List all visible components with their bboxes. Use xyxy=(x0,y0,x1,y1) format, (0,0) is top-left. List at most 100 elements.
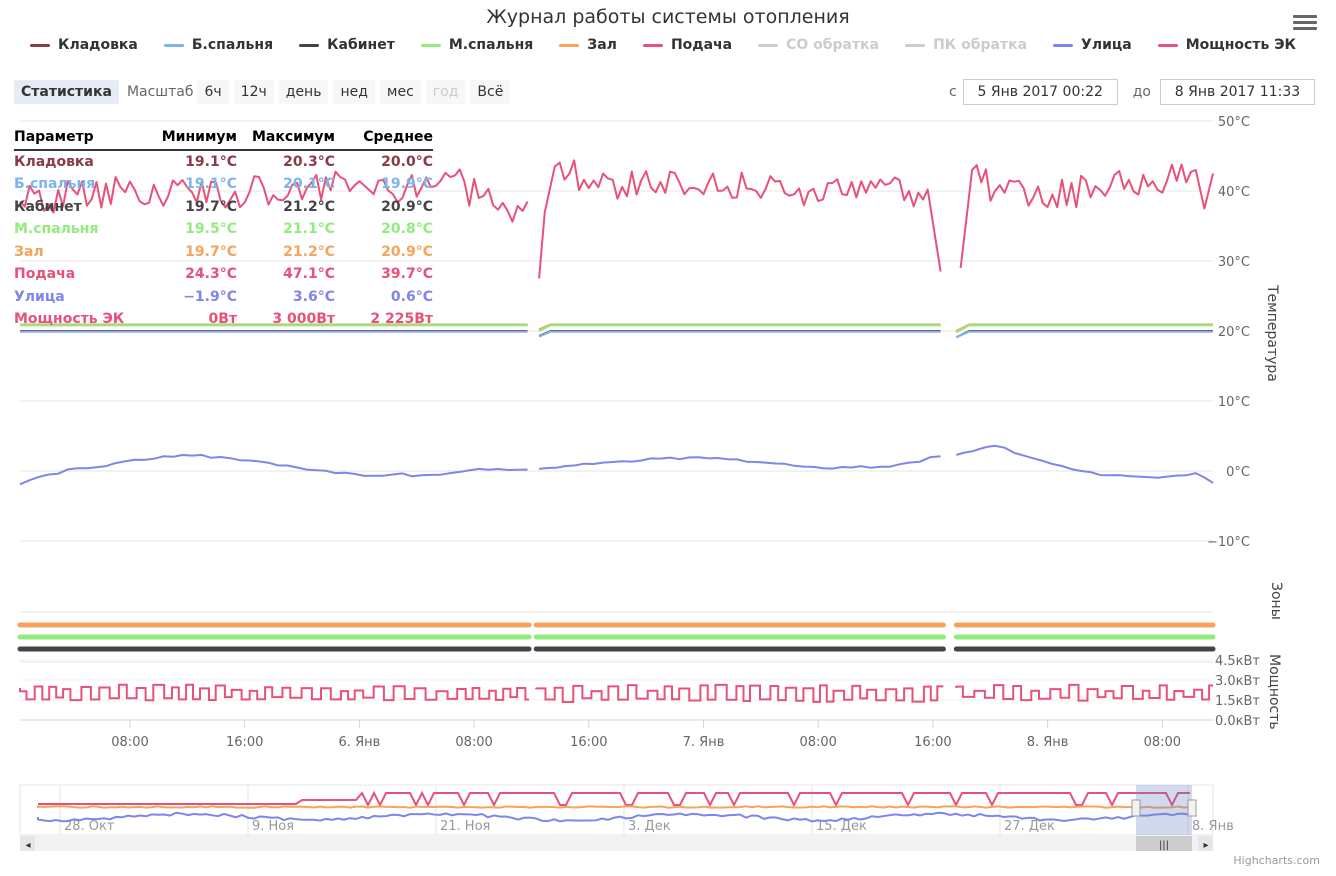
stats-cell-name: Мощность ЭК xyxy=(14,311,125,328)
legend-item-0[interactable]: Кладовка xyxy=(30,36,138,54)
from-date-input[interactable]: 5 Янв 2017 00:22 xyxy=(962,79,1118,105)
series-line-Б.спальня xyxy=(538,330,941,338)
legend-item-7[interactable]: ПК обратка xyxy=(905,36,1027,54)
stats-header-min: Минимум xyxy=(144,126,237,151)
legend-label: Мощность ЭК xyxy=(1185,37,1296,53)
chevron-right-icon: ▸ xyxy=(1203,840,1208,851)
scrollbar-track xyxy=(20,836,1213,851)
temp-tick-label: 30°C xyxy=(1218,255,1250,270)
series-line-Улица xyxy=(538,455,941,470)
legend-item-9[interactable]: Мощность ЭК xyxy=(1157,36,1296,54)
stats-cell-avg: 2 225Вт xyxy=(370,311,433,328)
series-line-Улица xyxy=(956,444,1214,484)
scrollbar-left-button xyxy=(20,836,35,851)
stats-row: М.спальня 19.5°C 21.1°C 20.8°C xyxy=(14,218,433,241)
legend-label: Б.спальня xyxy=(191,37,274,53)
range-button-3[interactable]: нед xyxy=(333,80,375,104)
legend-item-4[interactable]: Зал xyxy=(559,36,617,54)
stats-cell-avg: 20.9°C xyxy=(381,198,433,215)
to-label: до xyxy=(1132,84,1151,100)
stats-row: Б.спальня 19.1°C 20.1°C 19.9°C xyxy=(14,173,433,196)
to-date-input[interactable]: 8 Янв 2017 11:33 xyxy=(1159,79,1315,105)
range-button-0[interactable]: 6ч xyxy=(197,80,229,104)
temp-tick-label: 20°C xyxy=(1218,325,1250,340)
stats-row: Кладовка 19.1°C 20.3°C 20.0°C xyxy=(14,150,433,174)
navigator-tick-label: 15. Дек xyxy=(816,819,867,834)
x-tick-label: 16:00 xyxy=(226,735,263,750)
stats-cell-avg: 20.0°C xyxy=(381,153,433,170)
navigator-tick-label: 9. Ноя xyxy=(252,819,294,834)
x-tick-label: 8. Янв xyxy=(1027,735,1069,750)
stats-cell-name: Кладовка xyxy=(14,153,94,170)
x-tick-label: 08:00 xyxy=(111,735,148,750)
navigator-tick-label: 8. Янв xyxy=(1192,819,1234,834)
stats-header-avg: Среднее xyxy=(335,126,433,151)
legend-item-2[interactable]: Кабинет xyxy=(299,36,395,54)
stats-cell-max: 20.3°C xyxy=(283,153,335,170)
stats-cell-avg: 20.9°C xyxy=(381,243,433,260)
stats-cell-max: 21.2°C xyxy=(283,198,335,215)
x-tick-label: 16:00 xyxy=(914,735,951,750)
stats-row: Улица −1.9°C 3.6°C 0.6°C xyxy=(14,286,433,309)
statistics-button[interactable]: Статистика xyxy=(14,80,119,104)
legend-item-8[interactable]: Улица xyxy=(1053,36,1132,54)
stats-cell-max: 47.1°C xyxy=(283,266,335,283)
highcharts-credit[interactable]: Highcharts.com xyxy=(1233,854,1320,867)
stats-header-max: Максимум xyxy=(237,126,335,151)
chart-title: Журнал работы системы отопления xyxy=(486,6,850,28)
legend-line-icon xyxy=(163,43,184,47)
stats-cell-max: 3.6°C xyxy=(292,288,335,305)
from-label: с xyxy=(949,84,957,100)
range-button-4[interactable]: мес xyxy=(379,80,421,104)
legend-item-6[interactable]: СО обратка xyxy=(758,36,879,54)
legend-label: ПК обратка xyxy=(933,37,1028,53)
legend-item-5[interactable]: Подача xyxy=(642,36,733,54)
legend-line-icon xyxy=(1053,43,1074,47)
stats-cell-min: 19.5°C xyxy=(185,221,237,238)
x-tick-label: 08:00 xyxy=(1144,735,1181,750)
legend-line-icon xyxy=(299,43,320,47)
stats-cell-min: 0Вт xyxy=(208,311,237,328)
navigator-tick-label: 3. Дек xyxy=(628,819,671,834)
legend-item-3[interactable]: М.спальня xyxy=(420,36,534,54)
series-line-М.спальня xyxy=(538,324,941,332)
stats-row: Подача 24.3°C 47.1°C 39.7°C xyxy=(14,263,433,286)
scale-label: Масштаб xyxy=(126,84,194,100)
legend-line-icon xyxy=(905,43,926,47)
menu-icon[interactable] xyxy=(1291,12,1319,34)
navigator-tick-label: 28. Окт xyxy=(64,819,115,834)
series-line-Подача xyxy=(538,159,942,279)
legend-label: СО обратка xyxy=(786,37,880,53)
stats-cell-avg: 20.8°C xyxy=(381,221,433,238)
stats-cell-name: Улица xyxy=(14,288,65,305)
stats-cell-max: 3 000Вт xyxy=(272,311,335,328)
temp-tick-label: −10°C xyxy=(1207,535,1250,550)
legend-label: Кабинет xyxy=(327,37,395,53)
statistics-table: Параметр Минимум Максимум Среднее Кладов… xyxy=(14,126,433,331)
series-line-Подача xyxy=(19,168,529,223)
range-button-1[interactable]: 12ч xyxy=(233,80,274,104)
range-button-5[interactable]: год xyxy=(425,80,466,104)
legend-label: Подача xyxy=(670,37,733,53)
power-pulse-line xyxy=(955,683,1213,702)
legend-label: Кладовка xyxy=(58,37,138,53)
power-tick-label: 4.5кВт xyxy=(1215,654,1260,669)
legend-line-icon xyxy=(1157,43,1178,47)
stats-cell-name: Кабинет xyxy=(14,198,82,215)
stats-cell-min: 19.1°C xyxy=(185,176,237,193)
navigator-handle-left xyxy=(1131,799,1141,817)
legend-label: М.спальня xyxy=(448,37,534,53)
temp-tick-label: 0°C xyxy=(1226,465,1250,480)
chevron-left-icon: ◂ xyxy=(25,840,30,851)
legend: Кладовка Б.спальня Кабинет М.спальня Зал Пода… xyxy=(30,36,1322,54)
stats-cell-avg: 19.9°C xyxy=(381,176,433,193)
series-line-Подача xyxy=(959,163,1214,269)
legend-line-icon xyxy=(30,43,50,47)
stats-cell-name: Зал xyxy=(14,243,44,260)
stats-row: Мощность ЭК 0Вт 3 000Вт 2 225Вт xyxy=(14,308,433,331)
stats-cell-max: 21.2°C xyxy=(283,243,335,260)
range-button-6[interactable]: Всё xyxy=(470,80,511,104)
legend-line-icon xyxy=(559,43,580,47)
range-button-2[interactable]: день xyxy=(278,80,329,104)
legend-item-1[interactable]: Б.спальня xyxy=(163,36,274,54)
